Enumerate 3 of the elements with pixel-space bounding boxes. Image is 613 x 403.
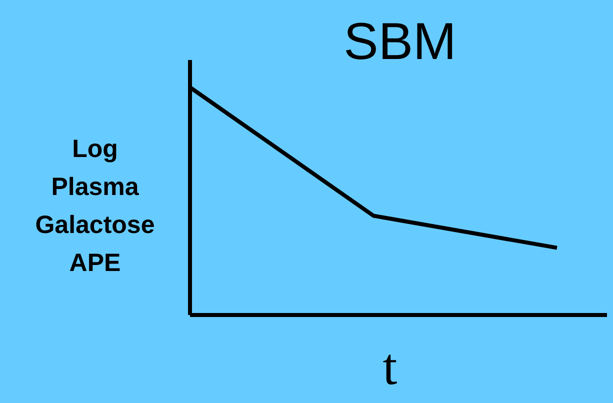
x-axis-title: t xyxy=(382,338,398,397)
y-axis-title: Log Plasma Galactose APE xyxy=(35,134,155,279)
chart-title: SBM xyxy=(342,12,458,72)
